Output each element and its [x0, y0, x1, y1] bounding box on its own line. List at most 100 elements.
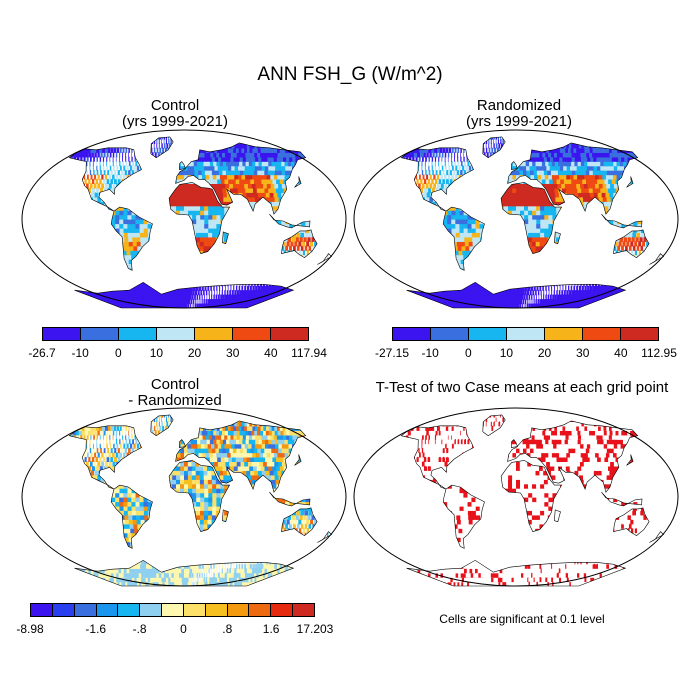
coastline-south-america	[110, 206, 153, 271]
randomized-title: Randomized	[476, 97, 562, 114]
coastline-greenland	[150, 136, 174, 159]
colorbar-tick-label: 1.6	[262, 622, 280, 636]
colorbar-tick-label: 10	[149, 346, 164, 360]
randomized-map	[353, 129, 679, 309]
colorbar-swatch	[545, 328, 583, 340]
coastline-uk	[179, 161, 186, 170]
map-border	[21, 407, 347, 587]
coastline-japan	[626, 176, 634, 188]
randomized-panel-title: Randomized (yrs 1999-2021)	[364, 98, 674, 130]
colorbar-swatch	[431, 328, 469, 340]
coastline-africa	[168, 182, 231, 254]
coastline-japan	[294, 454, 302, 466]
colorbar-tick-label: 40	[264, 346, 278, 360]
coastline-greenland	[482, 414, 506, 437]
coastline-south-america	[442, 484, 485, 549]
difference-map	[21, 407, 347, 587]
coastline-greenland	[150, 414, 174, 437]
colorbar-swatch	[233, 328, 271, 340]
coastline-africa	[500, 460, 563, 532]
colorbar-tick-label: 0	[464, 346, 472, 360]
coastline-eurasia	[175, 420, 307, 493]
control-panel-title: Control (yrs 1999-2021)	[20, 98, 330, 130]
colorbar-swatch	[621, 328, 658, 340]
colorbar-swatch	[195, 328, 233, 340]
colorbar-tick-label: 20	[537, 346, 552, 360]
colorbar-swatch	[183, 604, 206, 616]
coastline-madagascar	[222, 509, 229, 523]
coastline-madagascar	[554, 231, 561, 245]
colorbar-swatch	[96, 604, 119, 616]
randomized-subtitle: (yrs 1999-2021)	[466, 113, 572, 130]
colorbar-swatch	[118, 604, 141, 616]
colorbar-swatch	[157, 328, 195, 340]
colorbar-swatch	[227, 604, 250, 616]
coastline-north-america	[68, 147, 142, 212]
coastline-uk	[511, 161, 518, 170]
coastline-australia	[613, 229, 650, 258]
coastline-antarctica	[74, 281, 295, 309]
figure-title: ANN FSH_G (W/m^2)	[257, 64, 443, 85]
coastline-australia	[613, 507, 650, 536]
coastline-madagascar	[554, 509, 561, 523]
colorbar-swatch	[393, 328, 431, 340]
colorbar-swatch	[140, 604, 163, 616]
colorbar-tick-label: .8	[222, 622, 233, 636]
coastline-antarctica	[406, 559, 627, 587]
coastline-indonesia	[269, 491, 311, 507]
coastline-australia	[281, 229, 318, 258]
coastline-uk	[179, 439, 186, 448]
coastline-japan	[294, 176, 302, 188]
colorbar-tick-label: 17.203	[296, 622, 334, 636]
colorbar-swatch	[583, 328, 621, 340]
coastline-south-america	[442, 206, 485, 271]
colorbar-tick-label: 10	[499, 346, 514, 360]
colorbar-tick-label: 20	[187, 346, 202, 360]
difference-title: Control	[150, 376, 200, 393]
colorbar-tick-label: 0	[180, 622, 187, 636]
coastline-africa	[168, 460, 231, 532]
colorbar-tick-label: -10	[421, 346, 439, 360]
coastline-eurasia	[175, 142, 307, 215]
colorbar-swatch	[249, 604, 272, 616]
colorbar-tick-label: 40	[614, 346, 628, 360]
colorbar-swatch	[119, 328, 157, 340]
coastline-indonesia	[269, 213, 311, 229]
ttest-map	[353, 407, 679, 587]
coastline-north-america	[400, 147, 474, 212]
control-colorbar-ticks: -26.7 -10 0 10 20 30 40 117.94	[28, 346, 327, 360]
colorbar-swatch	[81, 328, 119, 340]
colorbar-tick-label: -26.7	[28, 346, 56, 360]
randomized-colorbar-ticks: -27.15 -10 0 10 20 30 40 112.95	[375, 346, 677, 360]
colorbar-tick-label: -1.6	[85, 622, 107, 636]
colorbar-tick-label: -8.98	[16, 622, 44, 636]
coastline-north-america	[68, 425, 142, 490]
colorbar-tick-label: -10	[71, 346, 89, 360]
coastline-australia	[281, 507, 318, 536]
randomized-colorbar	[392, 327, 659, 341]
colorbar-swatch	[162, 604, 184, 616]
colorbar-swatch	[271, 328, 308, 340]
map-border	[21, 129, 347, 309]
colorbar-swatch	[74, 604, 97, 616]
colorbar-tick-label: 30	[226, 346, 240, 360]
colorbar-swatch	[271, 604, 294, 616]
coastline-eurasia	[507, 142, 639, 215]
colorbar-tick-label: 112.95	[641, 346, 677, 360]
control-subtitle: (yrs 1999-2021)	[122, 113, 228, 130]
map-border	[353, 129, 679, 309]
coastline-north-america	[400, 425, 474, 490]
coastline-greenland	[482, 136, 506, 159]
coastline-antarctica	[74, 559, 295, 587]
colorbar-swatch	[52, 604, 75, 616]
coastline-indonesia	[601, 491, 643, 507]
difference-subtitle: - Randomized	[128, 392, 222, 409]
difference-colorbar	[30, 603, 315, 617]
difference-panel-title: Control - Randomized	[20, 377, 330, 409]
difference-colorbar-ticks: -8.98 -1.6 -.8 0 .8 1.6 17.203	[16, 622, 333, 636]
colorbar-tick-label: 30	[576, 346, 590, 360]
coastline-africa	[500, 182, 563, 254]
coastline-madagascar	[222, 231, 229, 245]
ttest-panel-title: T-Test of two Case means at each grid po…	[375, 379, 669, 396]
control-title: Control	[150, 97, 200, 114]
